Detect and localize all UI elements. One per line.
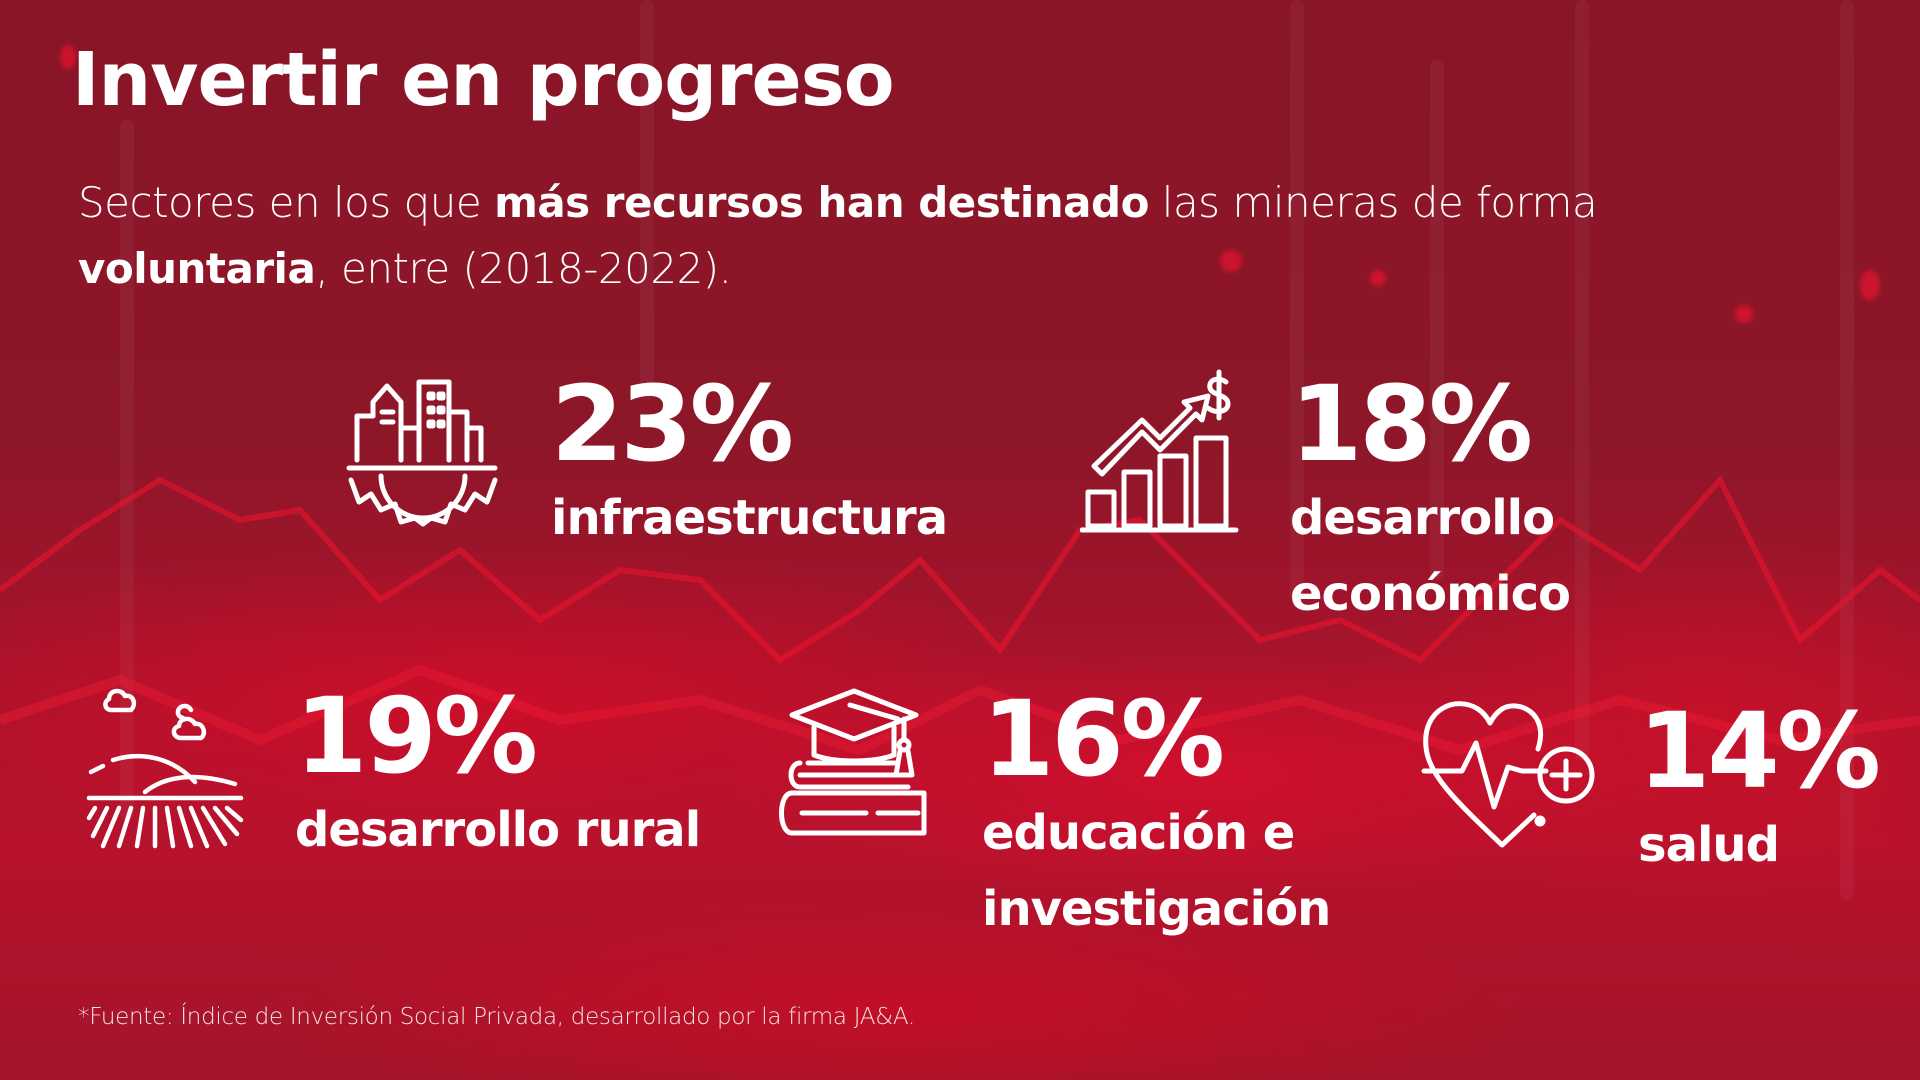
stat-label: económico — [1290, 566, 1571, 622]
heart-pulse-plus-icon — [1418, 695, 1598, 855]
stat-label: infraestructura — [551, 490, 948, 546]
stat-value: 14% — [1638, 690, 1881, 812]
graduation-cap-books-icon — [778, 683, 932, 843]
stat-label: desarrollo — [1290, 490, 1555, 546]
stat-label: desarrollo rural — [295, 802, 701, 858]
subtitle-text: Sectores en los que — [78, 178, 495, 227]
stat-value: 16% — [982, 678, 1225, 800]
stat-label: educación e — [982, 805, 1295, 861]
background-line-chart — [0, 474, 1920, 756]
farm-field-icon — [85, 680, 245, 850]
subtitle-emphasis: más recursos han destinado — [494, 178, 1149, 227]
stat-desarrollo-economico: 18% desarrollo económico — [1080, 363, 1571, 632]
subtitle: Sectores en los que más recursos han des… — [78, 170, 1778, 302]
stat-label: investigación — [982, 881, 1331, 937]
page-title: Invertir en progreso — [72, 37, 895, 123]
growth-chart-dollar-icon — [1080, 368, 1240, 534]
stat-label: salud — [1638, 817, 1780, 873]
subtitle-emphasis: voluntaria — [78, 244, 316, 293]
stat-value: 18% — [1290, 363, 1533, 485]
stat-salud: 14% salud — [1418, 690, 1881, 883]
city-gear-icon — [345, 368, 501, 528]
subtitle-text: , entre (2018-2022). — [315, 244, 732, 293]
stat-infraestructura: 23% infraestructura — [345, 363, 948, 556]
stat-educacion-investigacion: 16% educación e investigación — [778, 678, 1331, 947]
stat-desarrollo-rural: 19% desarrollo rural — [85, 675, 701, 868]
subtitle-text: las mineras de forma — [1148, 178, 1598, 227]
source-footnote: *Fuente: Índice de Inversión Social Priv… — [78, 1004, 915, 1030]
stat-value: 19% — [295, 675, 538, 797]
stat-value: 23% — [551, 363, 794, 485]
